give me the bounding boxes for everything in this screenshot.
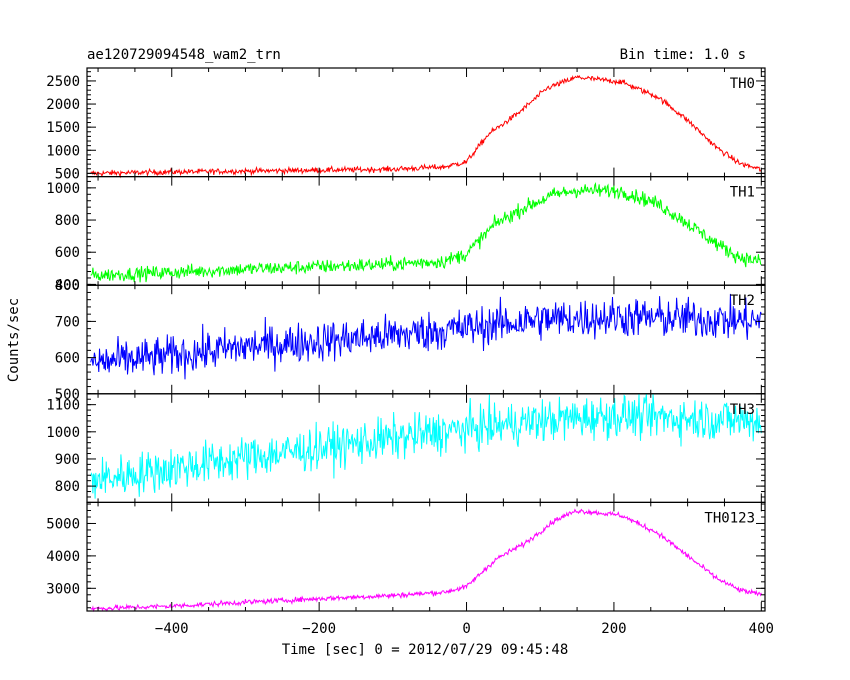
panel-frame — [86, 67, 766, 178]
y-tick-label: 700 — [55, 314, 80, 330]
y-tick-label: 600 — [55, 351, 80, 367]
panel-label-th0123: TH0123 — [704, 510, 755, 526]
y-tick-label: 1500 — [46, 120, 80, 136]
series-line-th3 — [90, 393, 762, 499]
series-line-th0123 — [90, 508, 762, 613]
panel-label-th2: TH2 — [730, 293, 755, 309]
y-tick-label: 500 — [55, 387, 80, 403]
series-line-th0 — [90, 74, 762, 179]
chart-title: ae120729094548_wam2_trn — [87, 47, 281, 63]
y-tick-label: 800 — [55, 278, 80, 294]
panel-th3: 800 900 1000 1100 TH3 — [46, 393, 766, 503]
series-line-th2 — [90, 293, 762, 380]
y-tick-label: 2500 — [46, 74, 80, 90]
x-tick-labels: −400 −200 0 200 400 — [155, 621, 774, 637]
x-tick-label: 400 — [749, 621, 774, 637]
panel-th0: 500 1000 1500 2000 2500 TH0 — [46, 67, 766, 182]
panel-th2: 500 600 700 800 TH2 — [55, 278, 766, 403]
panel-label-th3: TH3 — [730, 402, 755, 418]
series-line-th1 — [90, 182, 762, 283]
x-axis-label: Time [sec] 0 = 2012/07/29 09:45:48 — [282, 642, 569, 658]
y-tick-label: 1000 — [46, 181, 80, 197]
y-tick-label: 900 — [55, 452, 80, 468]
panel-frame — [86, 501, 766, 612]
x-tick-label: −400 — [155, 621, 189, 637]
y-tick-label: 5000 — [46, 516, 80, 532]
y-tick-label: 2000 — [46, 97, 80, 113]
bin-time-label: Bin time: 1.0 s — [620, 47, 746, 63]
panel-th1: 400 600 800 1000 TH1 — [46, 176, 766, 293]
x-tick-label: −200 — [302, 621, 336, 637]
y-tick-label: 1000 — [46, 143, 80, 159]
panel-th0123: 3000 4000 5000 TH0123 — [46, 501, 766, 613]
y-tick-label: 1100 — [46, 398, 80, 414]
y-tick-label: 1000 — [46, 425, 80, 441]
x-tick-label: 200 — [601, 621, 626, 637]
panel-label-th0: TH0 — [730, 76, 755, 92]
y-tick-label: 400 — [55, 277, 80, 293]
panel-label-th1: TH1 — [730, 185, 755, 201]
y-tick-label: 800 — [55, 213, 80, 229]
y-tick-label: 500 — [55, 166, 80, 182]
y-tick-label: 4000 — [46, 549, 80, 565]
x-tick-label: 0 — [462, 621, 470, 637]
y-tick-label: 800 — [55, 479, 80, 495]
y-tick-label: 3000 — [46, 581, 80, 597]
y-axis-label: Counts/sec — [6, 298, 22, 382]
y-tick-label: 600 — [55, 245, 80, 261]
